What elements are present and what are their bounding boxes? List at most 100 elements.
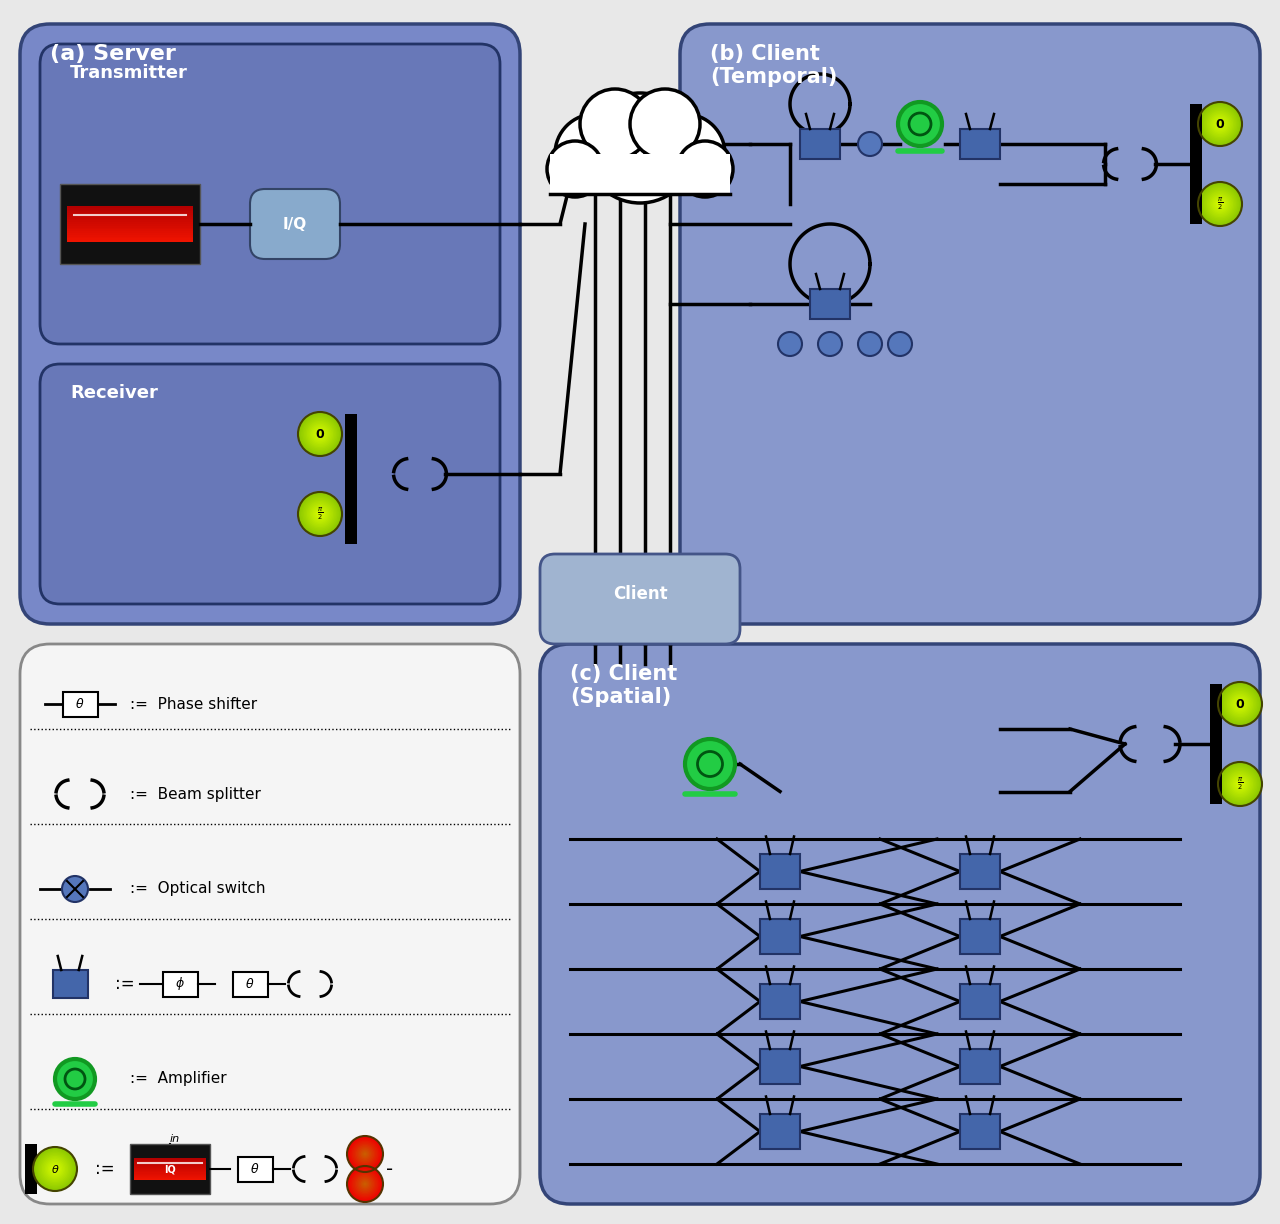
Circle shape xyxy=(899,102,942,146)
Circle shape xyxy=(1229,772,1252,796)
Circle shape xyxy=(1208,113,1231,136)
Circle shape xyxy=(362,1151,369,1157)
Circle shape xyxy=(888,332,913,356)
Circle shape xyxy=(1235,780,1244,788)
Text: (c) Client
(Spatial): (c) Client (Spatial) xyxy=(570,663,677,707)
Circle shape xyxy=(55,1059,95,1099)
Bar xyxy=(131,1144,210,1193)
Bar xyxy=(67,213,193,215)
Bar xyxy=(67,229,193,231)
Bar xyxy=(810,289,850,319)
Circle shape xyxy=(307,501,333,528)
Circle shape xyxy=(358,1148,371,1160)
Circle shape xyxy=(1199,104,1240,144)
Bar xyxy=(26,1144,37,1193)
Bar xyxy=(960,1049,1000,1084)
Circle shape xyxy=(1235,700,1244,709)
Bar xyxy=(52,969,87,998)
Bar xyxy=(960,919,1000,953)
Bar xyxy=(67,220,193,223)
Circle shape xyxy=(348,1168,381,1201)
Bar xyxy=(67,236,193,239)
Text: :=  Beam splitter: := Beam splitter xyxy=(131,787,261,802)
Circle shape xyxy=(1221,685,1260,723)
Text: $\theta$: $\theta$ xyxy=(51,1163,59,1175)
Circle shape xyxy=(1233,777,1247,792)
Circle shape xyxy=(317,431,323,437)
Text: in: in xyxy=(170,1133,180,1144)
Text: 0: 0 xyxy=(1216,118,1225,131)
Circle shape xyxy=(46,1160,64,1177)
Circle shape xyxy=(858,132,882,155)
Bar xyxy=(67,208,193,209)
Circle shape xyxy=(301,494,339,534)
Circle shape xyxy=(310,424,330,444)
Bar xyxy=(238,1157,273,1181)
Bar xyxy=(760,984,800,1020)
Circle shape xyxy=(1219,763,1262,805)
Circle shape xyxy=(357,1147,372,1162)
Circle shape xyxy=(1221,765,1260,803)
Circle shape xyxy=(361,1180,370,1189)
Circle shape xyxy=(1219,682,1262,726)
Circle shape xyxy=(1226,690,1253,717)
Circle shape xyxy=(1211,115,1229,132)
Bar xyxy=(67,240,193,242)
Bar xyxy=(960,984,1000,1020)
Circle shape xyxy=(778,332,803,356)
FancyBboxPatch shape xyxy=(540,644,1260,1204)
Circle shape xyxy=(1204,108,1236,140)
Circle shape xyxy=(1212,116,1228,131)
Circle shape xyxy=(1216,200,1225,208)
Text: $\frac{\pi}{2}$: $\frac{\pi}{2}$ xyxy=(317,506,323,523)
Circle shape xyxy=(37,1152,73,1186)
Bar xyxy=(63,692,97,716)
Circle shape xyxy=(1216,120,1225,129)
Text: 0: 0 xyxy=(1235,698,1244,710)
Circle shape xyxy=(1219,122,1221,126)
Bar xyxy=(550,154,730,193)
Circle shape xyxy=(348,1137,381,1170)
FancyBboxPatch shape xyxy=(20,644,520,1204)
Circle shape xyxy=(349,1169,380,1200)
Circle shape xyxy=(1215,198,1226,209)
Circle shape xyxy=(1201,185,1239,223)
Circle shape xyxy=(1206,109,1235,138)
Bar xyxy=(760,854,800,889)
Circle shape xyxy=(1211,195,1229,213)
Circle shape xyxy=(677,141,733,197)
Bar xyxy=(67,209,193,212)
Circle shape xyxy=(580,89,650,159)
Circle shape xyxy=(1230,774,1251,794)
Bar xyxy=(67,231,193,233)
Circle shape xyxy=(300,414,340,454)
Bar xyxy=(67,217,193,219)
Circle shape xyxy=(1208,192,1231,215)
Circle shape xyxy=(547,141,603,197)
Circle shape xyxy=(347,1166,383,1202)
Bar xyxy=(800,129,840,159)
Circle shape xyxy=(1231,695,1249,712)
Circle shape xyxy=(1204,187,1236,220)
Circle shape xyxy=(38,1153,72,1185)
Circle shape xyxy=(36,1149,74,1189)
Circle shape xyxy=(1236,781,1243,787)
Text: :=  Amplifier: := Amplifier xyxy=(131,1071,227,1087)
Circle shape xyxy=(312,507,328,521)
Circle shape xyxy=(1207,111,1233,137)
Circle shape xyxy=(1219,202,1221,206)
Circle shape xyxy=(298,492,342,536)
Text: Transmitter: Transmitter xyxy=(70,64,188,82)
Circle shape xyxy=(1239,703,1242,705)
Bar xyxy=(67,239,193,240)
Circle shape xyxy=(1224,688,1256,720)
Circle shape xyxy=(347,1136,383,1173)
Circle shape xyxy=(1217,201,1222,207)
Circle shape xyxy=(1239,782,1242,786)
Bar xyxy=(1210,684,1222,804)
Bar xyxy=(60,184,200,264)
Circle shape xyxy=(306,499,334,529)
Circle shape xyxy=(349,1140,380,1169)
FancyBboxPatch shape xyxy=(40,44,500,344)
Circle shape xyxy=(1210,193,1230,214)
